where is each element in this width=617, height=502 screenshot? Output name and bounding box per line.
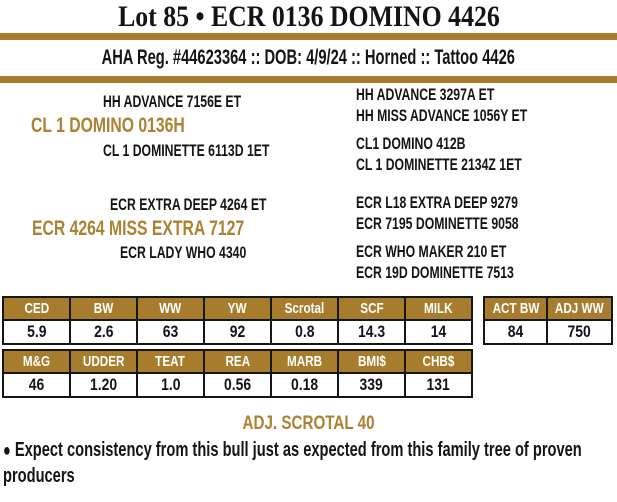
epd-header-ww: WW xyxy=(136,296,205,321)
epd-header-udder: UDDER xyxy=(69,349,138,374)
epd-header-teat: TEAT xyxy=(136,349,205,374)
epd-value-ced: 5.9 xyxy=(2,319,71,345)
lot-title-text: Lot 85 • ECR 0136 DOMINO 4426 xyxy=(117,0,500,33)
pedigree-sire-grandparent-3: CL1 DOMINO 412B xyxy=(356,134,466,153)
epd-header-bmi: BMI$ xyxy=(337,349,406,374)
actual-weights-value-row: 84 750 xyxy=(483,319,613,345)
header-adj-ww: ADJ WW xyxy=(546,296,613,321)
epd-header-rea: REA xyxy=(203,349,272,374)
epd-header-milk: MILK xyxy=(404,296,473,321)
pedigree-dam-grandparent-2: ECR 7195 DOMINETTE 9058 xyxy=(356,214,519,233)
epd-header-row-2: M&G UDDER TEAT REA MARB BMI$ CHB$ xyxy=(2,349,473,374)
epd-header-marb: MARB xyxy=(270,349,339,374)
epd-value-scf: 14.3 xyxy=(337,319,406,345)
pedigree-sire-dam: CL 1 DOMINETTE 6113D 1ET xyxy=(103,141,270,160)
epd-value-ww: 63 xyxy=(136,319,205,345)
epd-value-teat: 1.0 xyxy=(136,372,205,398)
pedigree-sire-grandparent-4: CL 1 DOMINETTE 2134Z 1ET xyxy=(356,155,522,174)
pedigree-sire-grandparent-2: HH MISS ADVANCE 1056Y ET xyxy=(356,106,528,125)
epd-value-row-2: 46 1.20 1.0 0.56 0.18 339 131 xyxy=(2,372,473,398)
divider-bar-top xyxy=(0,33,617,40)
pedigree-dam-grandparent-4: ECR 19D DOMINETTE 7513 xyxy=(356,263,514,282)
epd-header-scf: SCF xyxy=(337,296,406,321)
epd-value-bmi: 339 xyxy=(337,372,406,398)
epd-value-mg: 46 xyxy=(2,372,71,398)
value-adj-ww: 750 xyxy=(546,319,613,345)
note-text: Expect consistency from this bull just a… xyxy=(3,438,582,487)
epd-header-chb: CHB$ xyxy=(404,349,473,374)
epd-header-yw: YW xyxy=(203,296,272,321)
pedigree-dam-sire: ECR EXTRA DEEP 4264 ET xyxy=(110,195,267,214)
epd-value-chb: 131 xyxy=(404,372,473,398)
epd-header-ced: CED xyxy=(2,296,71,321)
epd-value-marb: 0.18 xyxy=(270,372,339,398)
divider-bar-bottom xyxy=(0,76,617,83)
epd-value-milk: 14 xyxy=(404,319,473,345)
epd-value-udder: 1.20 xyxy=(69,372,138,398)
sale-note: ● Expect consistency from this bull just… xyxy=(3,437,617,488)
registration-line: AHA Reg. #44623364 :: DOB: 4/9/24 :: Hor… xyxy=(0,45,617,70)
pedigree-sire-grandparent-1: HH ADVANCE 3297A ET xyxy=(356,85,495,104)
epd-value-row-1: 5.9 2.6 63 92 0.8 14.3 14 xyxy=(2,319,473,345)
adj-scrotal-line: ADJ. SCROTAL 40 xyxy=(242,413,375,434)
pedigree-dam-grandparent-1: ECR L18 EXTRA DEEP 9279 xyxy=(356,193,518,212)
actual-weights-header-row: ACT BW ADJ WW xyxy=(483,296,613,321)
header-act-bw: ACT BW xyxy=(483,296,548,321)
value-act-bw: 84 xyxy=(483,319,548,345)
epd-header-bw: BW xyxy=(69,296,138,321)
pedigree-sire-name: CL 1 DOMINO 0136H xyxy=(31,114,185,137)
pedigree-dam-dam: ECR LADY WHO 4340 xyxy=(120,243,247,262)
bullet-icon: ● xyxy=(3,440,11,460)
epd-table-row2: M&G UDDER TEAT REA MARB BMI$ CHB$ 46 1.2… xyxy=(2,349,473,398)
epd-header-scrotal: Scrotal xyxy=(270,296,339,321)
epd-value-rea: 0.56 xyxy=(203,372,272,398)
epd-header-row-1: CED BW WW YW Scrotal SCF MILK xyxy=(2,296,473,321)
pedigree-dam-grandparent-3: ECR WHO MAKER 210 ET xyxy=(356,242,507,261)
pedigree-sire-sire: HH ADVANCE 7156E ET xyxy=(103,92,242,111)
registration-text: AHA Reg. #44623364 :: DOB: 4/9/24 :: Hor… xyxy=(101,46,516,69)
actual-weights-table: ACT BW ADJ WW 84 750 xyxy=(483,296,613,345)
pedigree-dam-name: ECR 4264 MISS EXTRA 7127 xyxy=(32,217,245,240)
epd-value-yw: 92 xyxy=(203,319,272,345)
epd-value-bw: 2.6 xyxy=(69,319,138,345)
epd-table-row1: CED BW WW YW Scrotal SCF MILK 5.9 2.6 63… xyxy=(2,296,473,345)
epd-header-mg: M&G xyxy=(2,349,71,374)
page-title: Lot 85 • ECR 0136 DOMINO 4426 xyxy=(0,1,617,33)
epd-value-scrotal: 0.8 xyxy=(270,319,339,345)
